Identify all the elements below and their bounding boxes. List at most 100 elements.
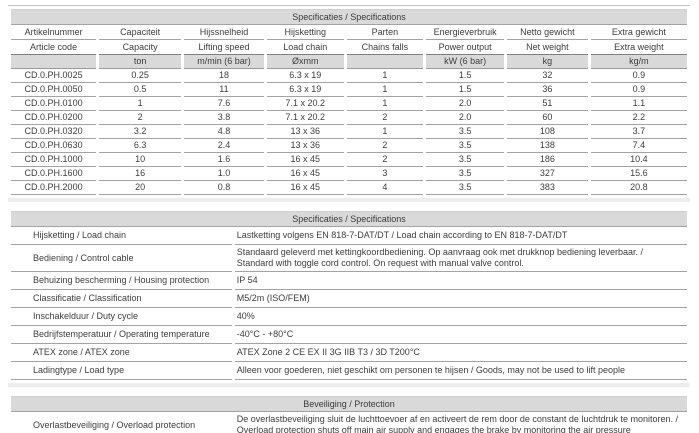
- cell-extra-weight: 20.8: [590, 181, 687, 195]
- cell-article-code: CD.0.PH.0050: [11, 83, 97, 97]
- cell-load-chain: 7.1 x 20.2: [266, 97, 344, 111]
- cell-load-chain: 16 x 45: [266, 181, 344, 195]
- spec-units-row: ton m/min (6 bar) Øxmm kW (6 bar) kg kg/…: [11, 55, 687, 69]
- details-row: Inschakelduur / Duty cycle 40%: [11, 308, 687, 326]
- detail-label: Classificatie / Classification: [11, 290, 232, 308]
- cell-extra-weight: 0.9: [590, 69, 687, 83]
- unit-kw: kW (6 bar): [426, 55, 505, 69]
- protection-table-title-row: Beveiliging / Protection: [11, 396, 687, 412]
- spec-row: CD.0.PH.0025 0.25 18 6.3 x 19 1 1.5 32 0…: [11, 69, 687, 83]
- cell-net-weight: 60: [507, 111, 588, 125]
- detail-label: Behuizing bescherming / Housing protecti…: [11, 272, 232, 290]
- cell-net-weight: 327: [507, 167, 588, 181]
- unit-kg-m: kg/m: [590, 55, 687, 69]
- detail-value: M5/2m (ISO/FEM): [234, 290, 687, 308]
- column-header-artikelnummer: Artikelnummer: [11, 25, 97, 40]
- cell-net-weight: 383: [507, 181, 588, 195]
- cell-chains-falls: 1: [346, 83, 424, 97]
- detail-label: Bedrijfstemperatuur / Operating temperat…: [11, 326, 232, 344]
- cell-lifting-speed: 0.8: [184, 181, 264, 195]
- spec-row: CD.0.PH.1600 16 1.0 16 x 45 3 3.5 327 15…: [11, 167, 687, 181]
- detail-label: ATEX zone / ATEX zone: [11, 344, 232, 362]
- cell-lifting-speed: 11: [184, 83, 264, 97]
- cell-extra-weight: 2.2: [590, 111, 687, 125]
- cell-chains-falls: 2: [346, 111, 424, 125]
- detail-value: IP 54: [234, 272, 687, 290]
- spec-table: Specificaties / Specifications Artikelnu…: [8, 9, 690, 195]
- protection-row: Overlastbeveiliging / Overload protectio…: [11, 412, 687, 433]
- cell-lifting-speed: 18: [184, 69, 264, 83]
- cell-power-output: 3.5: [426, 139, 505, 153]
- column-header-netto-gewicht: Netto gewicht: [507, 25, 588, 40]
- cell-chains-falls: 1: [346, 69, 424, 83]
- cell-capacity: 6.3: [99, 139, 182, 153]
- cell-extra-weight: 0.9: [590, 83, 687, 97]
- column-header-extra-weight: Extra weight: [590, 40, 687, 55]
- cell-load-chain: 16 x 45: [266, 153, 344, 167]
- protection-table: Beveiliging / Protection Overlastbeveili…: [8, 396, 690, 433]
- details-row: Classificatie / Classification M5/2m (IS…: [11, 290, 687, 308]
- cell-load-chain: 6.3 x 19: [266, 69, 344, 83]
- cell-power-output: 1.5: [426, 83, 505, 97]
- unit-parten: [346, 55, 424, 69]
- cell-lifting-speed: 2.4: [184, 139, 264, 153]
- cell-power-output: 3.5: [426, 167, 505, 181]
- cell-net-weight: 36: [507, 83, 588, 97]
- top-divider: [8, 5, 690, 6]
- spec-row: CD.0.PH.2000 20 0.8 16 x 45 4 3.5 383 20…: [11, 181, 687, 195]
- detail-label: Ladingtype / Load type: [11, 362, 232, 380]
- cell-extra-weight: 10.4: [590, 153, 687, 167]
- cell-chains-falls: 2: [346, 139, 424, 153]
- cell-net-weight: 32: [507, 69, 588, 83]
- cell-power-output: 3.5: [426, 125, 505, 139]
- cell-load-chain: 6.3 x 19: [266, 83, 344, 97]
- cell-load-chain: 7.1 x 20.2: [266, 111, 344, 125]
- cell-lifting-speed: 1.6: [184, 153, 264, 167]
- details-row: Bedrijfstemperatuur / Operating temperat…: [11, 326, 687, 344]
- cell-extra-weight: 7.4: [590, 139, 687, 153]
- spec-row: CD.0.PH.1000 10 1.6 16 x 45 2 3.5 186 10…: [11, 153, 687, 167]
- spec-row: CD.0.PH.0200 2 3.8 7.1 x 20.2 2 2.0 60 2…: [11, 111, 687, 125]
- details-row: Behuizing bescherming / Housing protecti…: [11, 272, 687, 290]
- column-header-capacity: Capacity: [99, 40, 182, 55]
- detail-value: -40°C - +80°C: [234, 326, 687, 344]
- spec-row: CD.0.PH.0630 6.3 2.4 13 x 36 2 3.5 138 7…: [11, 139, 687, 153]
- cell-capacity: 0.5: [99, 83, 182, 97]
- cell-extra-weight: 15.6: [590, 167, 687, 181]
- protection-label: Overlastbeveiliging / Overload protectio…: [11, 412, 232, 433]
- cell-lifting-speed: 7.6: [184, 97, 264, 111]
- spec-row: CD.0.PH.0320 3.2 4.8 13 x 36 1 3.5 108 3…: [11, 125, 687, 139]
- cell-net-weight: 108: [507, 125, 588, 139]
- cell-article-code: CD.0.PH.0025: [11, 69, 97, 83]
- unit-diameter-mm: Øxmm: [266, 55, 344, 69]
- spec-header-row-nl: Artikelnummer Capaciteit Hijssnelheid Hi…: [11, 25, 687, 40]
- column-header-capaciteit: Capaciteit: [99, 25, 182, 40]
- cell-power-output: 2.0: [426, 97, 505, 111]
- column-header-net-weight: Net weight: [507, 40, 588, 55]
- protection-table-title: Beveiliging / Protection: [11, 396, 687, 412]
- column-header-parten: Parten: [346, 25, 424, 40]
- details-row: ATEX zone / ATEX zone ATEX Zone 2 CE EX …: [11, 344, 687, 362]
- cell-article-code: CD.0.PH.2000: [11, 181, 97, 195]
- column-header-lifting-speed: Lifting speed: [184, 40, 264, 55]
- cell-lifting-speed: 1.0: [184, 167, 264, 181]
- spec-header-row-en: Article code Capacity Lifting speed Load…: [11, 40, 687, 55]
- cell-article-code: CD.0.PH.0320: [11, 125, 97, 139]
- cell-article-code: CD.0.PH.1000: [11, 153, 97, 167]
- details-row: Ladingtype / Load type Alleen voor goede…: [11, 362, 687, 380]
- detail-label: Bediening / Control cable: [11, 245, 232, 272]
- unit-kg: kg: [507, 55, 588, 69]
- details-row: Bediening / Control cable Standaard gele…: [11, 245, 687, 272]
- column-header-energieverbruik: Energieverbruik: [426, 25, 505, 40]
- unit-ton: ton: [99, 55, 182, 69]
- detail-value: Lastketting volgens EN 818-7-DAT/DT / Lo…: [234, 227, 687, 245]
- details-table-title-row: Specificaties / Specifications: [11, 211, 687, 227]
- detail-value: Alleen voor goederen, niet geschikt om p…: [234, 362, 687, 380]
- protection-value: De overlastbeveiliging sluit de luchttoe…: [235, 412, 687, 433]
- cell-chains-falls: 3: [346, 167, 424, 181]
- detail-value: Standaard geleverd met kettingkoordbedie…: [234, 245, 687, 272]
- cell-power-output: 3.5: [426, 181, 505, 195]
- cell-capacity: 2: [99, 111, 182, 125]
- cell-power-output: 1.5: [426, 69, 505, 83]
- column-header-load-chain: Load chain: [266, 40, 344, 55]
